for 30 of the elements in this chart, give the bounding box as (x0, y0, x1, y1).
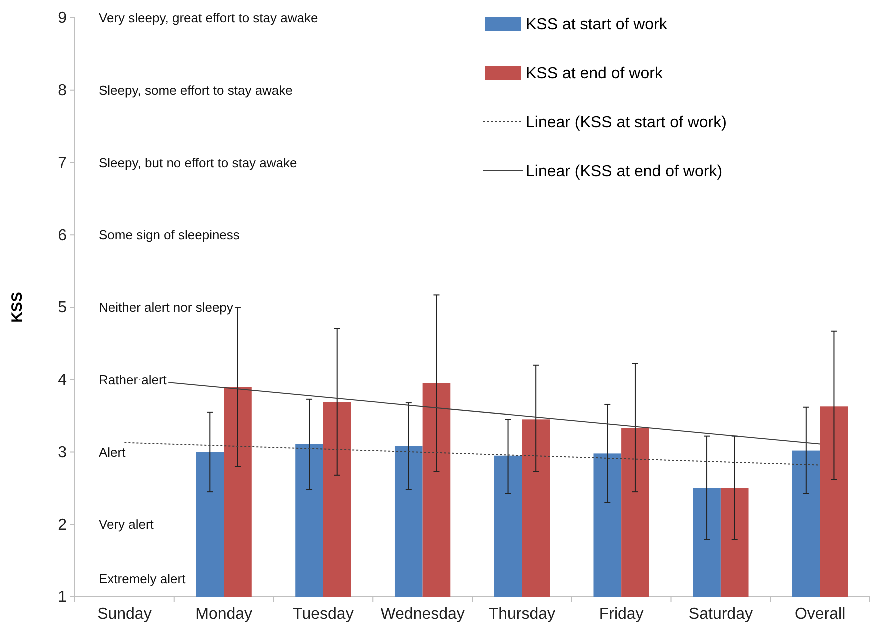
y-axis-title: KSS (9, 292, 26, 323)
annotation: Some sign of sleepiness (99, 228, 240, 243)
legend-label: KSS at start of work (526, 16, 668, 34)
legend-label: KSS at end of work (526, 66, 664, 83)
y-tick-label: 8 (58, 82, 68, 100)
y-tick-label: 3 (58, 444, 68, 462)
y-tick-label: 7 (58, 154, 68, 172)
legend-label: Linear (KSS at end of work) (526, 164, 723, 181)
x-tick-label: Thursday (488, 606, 556, 624)
annotation: Sleepy, some effort to stay awake (99, 82, 293, 98)
x-tick-label: Sunday (98, 606, 152, 624)
x-tick-label: Friday (599, 606, 644, 624)
annotation: Sleepy, but no effort to stay awake (99, 155, 298, 170)
y-tick-label: 1 (58, 589, 68, 606)
x-tick-label: Overall (794, 606, 846, 624)
y-tick-label: 9 (58, 10, 68, 28)
legend-label: Linear (KSS at start of work) (526, 114, 727, 132)
annotation: Very sleepy, great effort to stay awake (99, 10, 318, 26)
y-tick-label: 4 (58, 372, 68, 389)
annotation: Very alert (99, 517, 154, 532)
x-tick-label: Monday (196, 606, 253, 624)
y-tick-label: 5 (58, 300, 68, 317)
y-tick-label: 6 (58, 227, 68, 244)
annotation: Alert (99, 444, 126, 460)
x-tick-label: Saturday (688, 606, 753, 624)
annotation: Neither alert nor sleepy (99, 300, 234, 316)
x-tick-label: Tuesday (293, 606, 354, 624)
y-tick-label: 2 (58, 516, 68, 534)
annotation: Extremely alert (99, 572, 186, 587)
x-tick-label: Wednesday (380, 606, 465, 624)
